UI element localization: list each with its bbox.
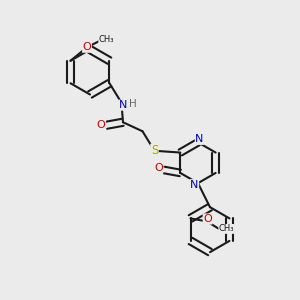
Text: N: N <box>119 100 127 110</box>
Text: N: N <box>190 180 199 190</box>
Text: S: S <box>151 144 158 157</box>
Text: N: N <box>195 134 204 144</box>
Text: H: H <box>129 99 137 109</box>
Text: O: O <box>203 214 212 224</box>
Text: O: O <box>82 42 91 52</box>
Text: CH₃: CH₃ <box>99 35 114 44</box>
Text: CH₃: CH₃ <box>219 224 234 233</box>
Text: O: O <box>97 120 106 130</box>
Text: O: O <box>154 164 163 173</box>
